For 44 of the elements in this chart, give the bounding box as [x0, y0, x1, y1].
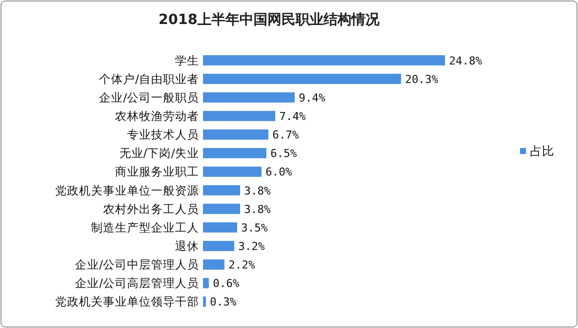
bar [203, 222, 238, 233]
chart-title: 2018上半年中国网民职业结构情况 [158, 12, 380, 28]
data-label: 0.6% [212, 277, 240, 290]
data-label: 0.3% [210, 296, 237, 309]
y-tick-label: 商业服务业职工 [115, 164, 199, 179]
legend-label: 占比 [530, 144, 554, 158]
data-label: 3.2% [238, 240, 266, 253]
y-tick-label: 党政机关事业单位领导干部 [55, 294, 199, 309]
y-tick-label: 企业/公司高层管理人员 [75, 276, 199, 290]
data-label: 24.8% [449, 54, 482, 68]
data-label: 6.0% [266, 166, 292, 179]
data-label: 6.5% [270, 147, 298, 160]
bar [203, 166, 262, 177]
y-tick-label: 企业/公司中层管理人员 [75, 258, 199, 272]
y-tick-label: 制造生产型企业工人 [91, 220, 199, 234]
bar [203, 259, 224, 270]
bar [203, 129, 268, 140]
bar [203, 92, 295, 103]
bar [203, 240, 234, 252]
data-label: 3.8% [244, 184, 271, 198]
data-label: 6.7% [272, 128, 300, 142]
bar [203, 110, 276, 122]
y-tick-label: 专业技术人员 [127, 128, 199, 142]
bar [203, 148, 266, 158]
bar [203, 185, 240, 196]
data-label: 9.4% [298, 91, 326, 104]
bar [203, 296, 206, 307]
bar [203, 74, 402, 84]
y-tick-label: 退休 [175, 239, 199, 253]
y-tick-label: 党政机关事业单位一般资源 [55, 183, 199, 198]
y-tick-label: 农村外出务工人员 [103, 202, 199, 216]
data-label: 3.8% [244, 202, 271, 216]
y-tick-label: 企业/公司一般职员 [99, 90, 199, 104]
y-tick-label: 个体户/自由职业者 [99, 72, 199, 86]
data-label: 3.5% [241, 221, 268, 234]
y-tick-label: 无业/下岗/失业 [119, 146, 199, 160]
bar [203, 204, 240, 214]
bar [203, 55, 445, 66]
data-label: 2.2% [228, 258, 256, 272]
bar [203, 278, 209, 288]
y-tick-label: 学生 [175, 53, 199, 68]
data-label: 20.3% [405, 72, 439, 86]
y-tick-label: 农林牧渔劳动者 [115, 109, 199, 123]
data-label: 7.4% [279, 110, 306, 123]
